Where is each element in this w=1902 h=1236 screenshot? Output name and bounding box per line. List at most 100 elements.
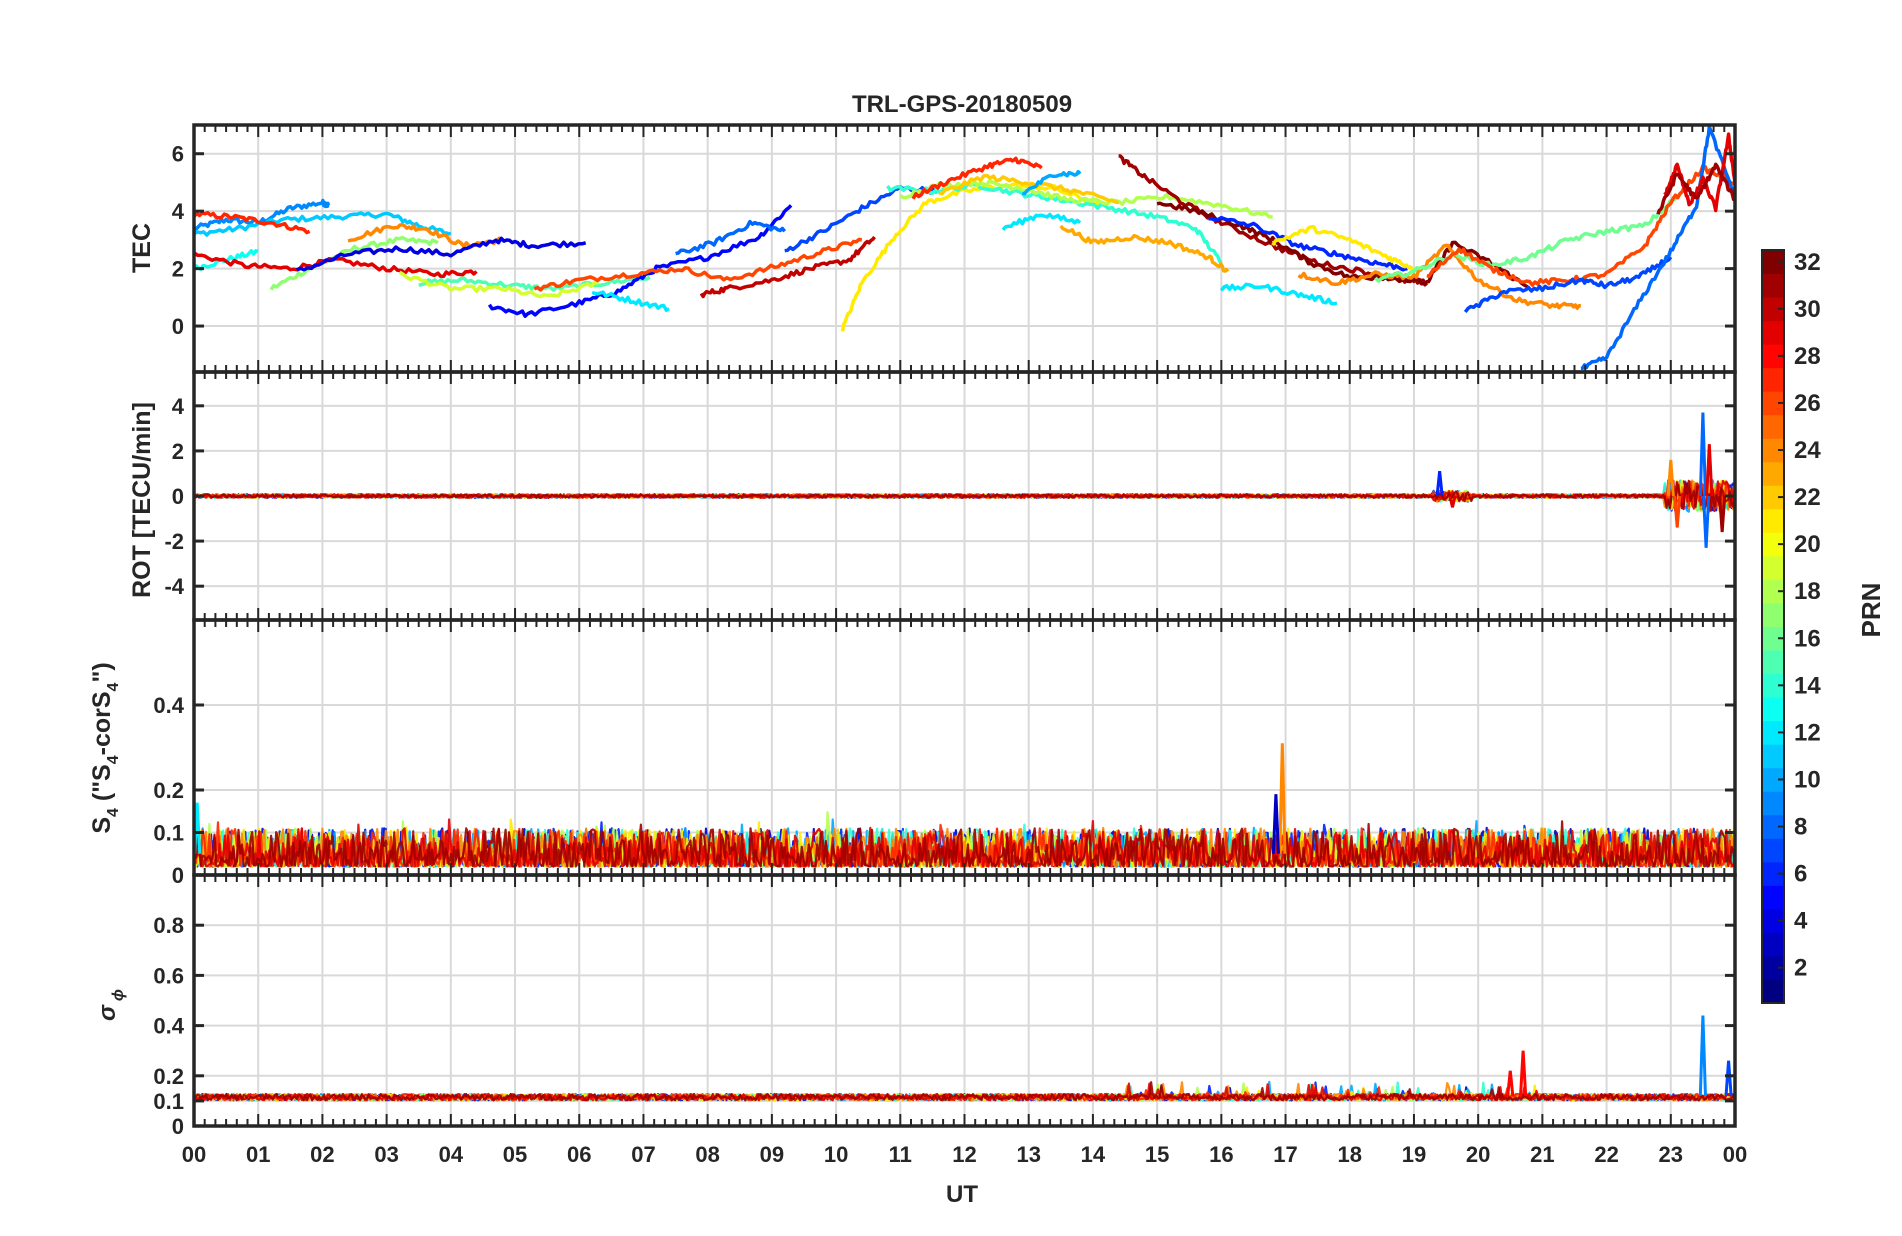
y-tick-label-0-2: 4 <box>172 199 185 224</box>
colorbar-tick-label-12: 12 <box>1794 719 1821 746</box>
chart-title: TRL-GPS-20180509 <box>852 91 1072 118</box>
tec-series-prn-26-12 <box>533 237 863 292</box>
x-tick-label-14: 14 <box>1081 1142 1106 1167</box>
x-tick-label-3: 03 <box>374 1142 398 1167</box>
y-axis-label-tec: TEC <box>128 223 156 273</box>
spike-panel-2-0 <box>1278 743 1287 854</box>
x-tick-label-12: 12 <box>952 1142 976 1167</box>
tec-series-prn-10-21 <box>1022 169 1082 196</box>
colorbar-segment-6 <box>1762 861 1784 886</box>
x-tick-label-17: 17 <box>1273 1142 1297 1167</box>
x-tick-label-7: 07 <box>631 1142 655 1167</box>
y-tick-label-2-2: 0.2 <box>153 778 184 803</box>
y-tick-label-0-3: 6 <box>172 142 184 167</box>
colorbar-segment-3 <box>1762 932 1784 957</box>
tec-series-prn-30-13 <box>699 235 876 299</box>
tec-series-prn-12-27 <box>1219 282 1338 306</box>
colorbar-segment-15 <box>1762 650 1784 675</box>
tec-series-prn-21-28 <box>1271 224 1415 271</box>
x-tick-label-18: 18 <box>1338 1142 1362 1167</box>
colorbar-tick-label-4: 4 <box>1794 908 1808 935</box>
x-tick-label-15: 15 <box>1145 1142 1169 1167</box>
tec-series-prn-9-0 <box>194 198 331 231</box>
colorbar-segment-1 <box>1762 979 1784 1004</box>
colorbar-segment-2 <box>1762 955 1784 980</box>
tec-series-prn-27-19 <box>911 156 1043 200</box>
tec-series-prn-5-10 <box>487 204 793 318</box>
y-tick-label-3-0: 0 <box>172 1114 184 1139</box>
colorbar-segment-10 <box>1762 767 1784 792</box>
spike-panel-1-2 <box>1666 459 1675 497</box>
x-tick-label-4: 04 <box>439 1142 464 1167</box>
tec-series-prn-24-29 <box>1297 243 1582 310</box>
tec-series-prn-19-9 <box>398 270 599 299</box>
x-tick-label-22: 22 <box>1594 1142 1618 1167</box>
x-tick-label-5: 05 <box>503 1142 527 1167</box>
x-axis-label: UT <box>946 1181 978 1208</box>
tec-series-prn-11-1 <box>194 211 452 237</box>
colorbar-segment-13 <box>1762 697 1784 722</box>
tec-series-prn-4-7 <box>295 236 587 272</box>
colorbar-segment-9 <box>1762 791 1784 816</box>
spike-panel-3-2 <box>1698 1015 1707 1096</box>
spike-panel-1-6 <box>1705 444 1714 497</box>
colorbar-tick-label-22: 22 <box>1794 484 1821 511</box>
colorbar-segment-5 <box>1762 885 1784 910</box>
colorbar-tick-label-18: 18 <box>1794 578 1821 605</box>
colorbar-tick-label-32: 32 <box>1794 249 1821 276</box>
y-tick-label-3-3: 0.4 <box>153 1014 184 1039</box>
spike-panel-3-3 <box>1724 1060 1733 1096</box>
colorbar-tick-label-2: 2 <box>1794 955 1807 982</box>
sigma-label-part-0: σ <box>94 1004 121 1021</box>
colorbar-tick-label-8: 8 <box>1794 814 1807 841</box>
x-tick-label-19: 19 <box>1402 1142 1426 1167</box>
panel-data-0 <box>194 125 1735 371</box>
x-tick-label-16: 16 <box>1209 1142 1233 1167</box>
sigma-label-part-1: ϕ <box>110 989 127 1001</box>
tec-series-prn-26-31 <box>1426 163 1735 287</box>
colorbar-tick-label-26: 26 <box>1794 390 1821 417</box>
x-tick-label-8: 08 <box>695 1142 719 1167</box>
tec-series-prn-16-30 <box>1374 189 1685 283</box>
colorbar-segment-8 <box>1762 814 1784 839</box>
s4-label-part-4: -corS <box>88 691 116 755</box>
tec-series-prn-29-34 <box>1663 132 1735 213</box>
colorbar-segment-26 <box>1762 391 1784 416</box>
colorbar-tick-label-16: 16 <box>1794 625 1821 652</box>
x-tick-label-0: 00 <box>182 1142 206 1167</box>
panel-data-3 <box>194 1015 1735 1102</box>
y-tick-label-1-0: -4 <box>164 574 184 599</box>
tec-series-prn-22-20 <box>938 173 1119 205</box>
colorbar-tick-label-14: 14 <box>1794 672 1821 699</box>
colorbar-segment-11 <box>1762 744 1784 769</box>
x-tick-label-20: 20 <box>1466 1142 1490 1167</box>
trace-panel-1-prn-31 <box>194 479 1735 512</box>
tec-series-prn-12-22 <box>1001 212 1082 231</box>
panel-frame-3 <box>192 873 1737 1128</box>
colorbar-segment-27 <box>1762 367 1784 392</box>
colorbar-tick-label-24: 24 <box>1794 437 1821 464</box>
spike-panel-1-5 <box>1702 495 1711 548</box>
tec-series-prn-8-14 <box>675 219 787 256</box>
x-tick-label-10: 10 <box>824 1142 848 1167</box>
tec-series-prn-27-4 <box>194 210 311 235</box>
y-tick-label-2-3: 0.4 <box>153 693 184 718</box>
x-tick-label-2: 02 <box>310 1142 334 1167</box>
s4-label-part-1: 4 <box>105 808 122 817</box>
colorbar-segment-18 <box>1762 579 1784 604</box>
colorbar-segment-23 <box>1762 461 1784 486</box>
x-tick-label-1: 01 <box>246 1142 270 1167</box>
x-tick-label-21: 21 <box>1530 1142 1554 1167</box>
y-tick-label-1-2: 0 <box>172 484 184 509</box>
colorbar-tick-label-10: 10 <box>1794 766 1821 793</box>
spike-panel-1-7 <box>1718 495 1727 533</box>
colorbar-frame <box>1761 249 1785 1004</box>
colorbar-segment-14 <box>1762 673 1784 698</box>
spike-panel-1-4 <box>1698 412 1707 497</box>
s4-label-part-3: 4 <box>105 755 122 764</box>
colorbar-segment-30 <box>1762 297 1784 322</box>
x-tick-label-23: 23 <box>1659 1142 1683 1167</box>
y-tick-label-3-5: 0.8 <box>153 913 184 938</box>
